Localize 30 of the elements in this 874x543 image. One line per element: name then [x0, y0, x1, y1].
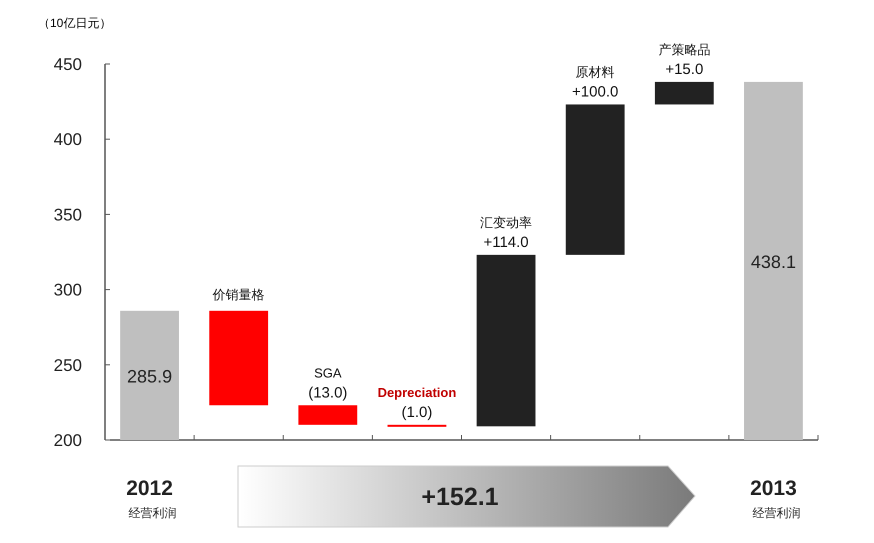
y-tick-label: 350 [54, 205, 82, 224]
x-tick-label: 价销量格 [212, 286, 265, 302]
x-tick-label: 原材料 [576, 64, 615, 80]
bar [298, 405, 358, 425]
x-tick-label: SGA [314, 365, 342, 380]
bar [654, 82, 714, 104]
y-axis-title: （10亿日元） [38, 16, 112, 30]
data-label: 438.1 [750, 252, 796, 272]
x-tick-label: Depreciation [378, 384, 456, 400]
x-tick-label: 2013 [750, 477, 797, 500]
data-label: +15.0 [665, 60, 704, 78]
bar [209, 310, 268, 406]
y-tick-label: 200 [54, 431, 82, 450]
y-tick-label: 450 [54, 55, 82, 74]
data-label: +100.0 [572, 83, 618, 100]
data-label: +114.0 [483, 234, 529, 251]
x-tick-label: 产策略品 [658, 42, 710, 57]
y-tick-label: 300 [54, 280, 82, 300]
data-label: 285.9 [127, 366, 172, 386]
bar [476, 254, 536, 426]
text: +152.1 [421, 483, 499, 511]
data-label: (13.0) [308, 384, 348, 402]
text: 经营利润 [128, 506, 177, 520]
bar [566, 104, 625, 255]
text: 经营利润 [752, 506, 800, 520]
data-label: (1.0) [402, 404, 432, 421]
y-tick-label: 250 [54, 356, 82, 375]
y-tick-label: 400 [54, 130, 82, 150]
x-tick-label: 汇变动率 [480, 214, 532, 230]
x-tick-label: 2012 [126, 477, 173, 500]
